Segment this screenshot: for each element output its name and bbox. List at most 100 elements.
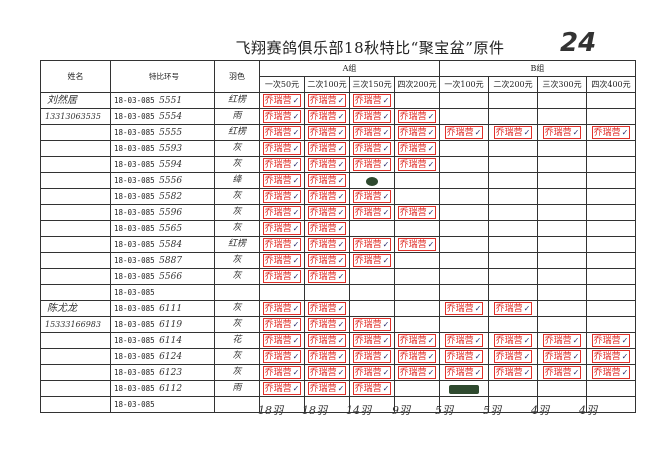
ring-cell: 18-03-085 5556	[110, 172, 215, 189]
stamp-text: 乔瑞营	[354, 112, 382, 123]
stamp-cell: 乔瑞营✓	[439, 348, 489, 365]
stamp-text: 乔瑞营	[264, 240, 292, 251]
check-mark-icon: ✓	[292, 128, 300, 138]
stamp-text: 乔瑞营	[309, 176, 337, 187]
stamp-text: 乔瑞营	[264, 128, 292, 139]
stamp-text: 乔瑞营	[309, 208, 337, 219]
header-b-col: 三次300元	[537, 76, 587, 93]
stamp-cell	[439, 268, 489, 285]
stamp-cell: 乔瑞营✓	[259, 188, 305, 205]
stamp-cell	[586, 284, 636, 301]
color-cell: 花	[214, 332, 260, 349]
check-mark-icon: ✓	[292, 112, 300, 122]
stamp-cell: 乔瑞营✓	[259, 156, 305, 173]
check-mark-icon: ✓	[427, 240, 435, 250]
column-total: 18羽	[258, 404, 283, 417]
ring-cell: 18-03-085 6112	[110, 380, 215, 397]
stamp-text: 乔瑞营	[354, 352, 382, 363]
stamp-mark: 乔瑞营✓	[307, 206, 347, 220]
ring-suffix: 5584	[159, 239, 183, 250]
check-mark-icon: ✓	[292, 144, 300, 154]
stamp-cell	[439, 236, 489, 253]
stamp-cell	[537, 380, 587, 397]
stamp-cell	[439, 188, 489, 205]
stamp-text: 乔瑞营	[354, 128, 382, 139]
stamp-text: 乔瑞营	[593, 128, 621, 139]
stamp-cell	[537, 236, 587, 253]
ring-cell: 18-03-085 5584	[110, 236, 215, 253]
stamp-cell: 乔瑞营✓	[349, 236, 395, 253]
stamp-mark: 乔瑞营✓	[307, 350, 347, 364]
ring-cell: 18-03-085 5551	[110, 92, 215, 109]
check-mark-icon: ✓	[382, 240, 390, 250]
stamp-text: 乔瑞营	[264, 384, 292, 395]
stamp-cell: 乔瑞营✓	[488, 124, 538, 141]
stamp-cell: 乔瑞营✓	[259, 268, 305, 285]
color-cell: 灰	[214, 348, 260, 365]
stamp-cell	[304, 284, 350, 301]
stamp-cell	[439, 172, 489, 189]
check-mark-icon: ✓	[337, 352, 345, 362]
header-name: 姓名	[40, 60, 111, 93]
stamp-cell	[586, 268, 636, 285]
column-total: 5羽	[435, 404, 453, 417]
check-mark-icon: ✓	[337, 192, 345, 202]
check-mark-icon: ✓	[337, 304, 345, 314]
ring-prefix: 18-03-085	[114, 287, 155, 297]
column-total: 4羽	[579, 404, 597, 417]
check-mark-icon: ✓	[337, 160, 345, 170]
stamp-cell: 乔瑞营✓	[349, 92, 395, 109]
ring-prefix: 18-03-085	[114, 239, 155, 249]
check-mark-icon: ✓	[337, 144, 345, 154]
stamp-cell: 乔瑞营✓	[259, 220, 305, 237]
stamp-cell	[537, 108, 587, 125]
stamp-cell	[439, 220, 489, 237]
stamp-cell: 乔瑞营✓	[349, 204, 395, 221]
table-row: 18-03-085 5593 灰乔瑞营✓ 乔瑞营✓ 乔瑞营✓ 乔瑞营✓	[40, 140, 636, 157]
stamp-mark: 乔瑞营✓	[262, 366, 302, 380]
check-mark-icon: ✓	[572, 352, 580, 362]
owner-cell	[40, 236, 111, 253]
stamp-mark: 乔瑞营✓	[307, 334, 347, 348]
stamp-mark: 乔瑞营✓	[262, 350, 302, 364]
check-mark-icon: ✓	[337, 208, 345, 218]
stamp-cell	[488, 92, 538, 109]
column-total: 4羽	[531, 404, 549, 417]
stamp-cell	[488, 220, 538, 237]
ring-suffix: 5566	[159, 271, 183, 282]
stamp-mark: 乔瑞营✓	[262, 94, 302, 108]
stamp-cell	[586, 252, 636, 269]
stamp-text: 乔瑞营	[309, 320, 337, 331]
stamp-cell: 乔瑞营✓	[304, 220, 350, 237]
check-mark-icon: ✓	[292, 304, 300, 314]
stamp-text: 乔瑞营	[264, 368, 292, 379]
ink-blot	[366, 176, 378, 186]
check-mark-icon: ✓	[292, 96, 300, 106]
check-mark-icon: ✓	[337, 272, 345, 282]
stamp-cell	[259, 284, 305, 301]
ring-prefix: 18-03-085	[114, 367, 155, 377]
stamp-cell: 乔瑞营✓	[259, 140, 305, 157]
owner-cell	[40, 124, 111, 141]
stamp-cell	[488, 236, 538, 253]
stamp-cell	[488, 380, 538, 397]
page-number: 24	[560, 28, 597, 58]
stamp-cell	[537, 140, 587, 157]
check-mark-icon: ✓	[292, 336, 300, 346]
stamp-cell: 乔瑞营✓	[349, 380, 395, 397]
stamp-mark: 乔瑞营✓	[493, 334, 533, 348]
ring-suffix: 5887	[159, 255, 183, 266]
results-table: 姓名 特比环号 羽色 A组 B组 一次50元 二次100元 三次150元 四次200元…	[40, 60, 636, 413]
stamp-mark: 乔瑞营✓	[307, 318, 347, 332]
stamp-mark: 乔瑞营✓	[444, 334, 484, 348]
stamp-mark: 乔瑞营✓	[307, 174, 347, 188]
check-mark-icon: ✓	[337, 384, 345, 394]
stamp-cell	[488, 268, 538, 285]
stamp-cell: 乔瑞营✓	[259, 92, 305, 109]
header-a-col: 二次100元	[304, 76, 350, 93]
stamp-cell: 乔瑞营✓	[349, 124, 395, 141]
stamp-cell: 乔瑞营✓	[349, 188, 395, 205]
stamp-cell: 乔瑞营✓	[304, 332, 350, 349]
stamp-cell	[394, 300, 440, 317]
stamp-text: 乔瑞营	[309, 240, 337, 251]
